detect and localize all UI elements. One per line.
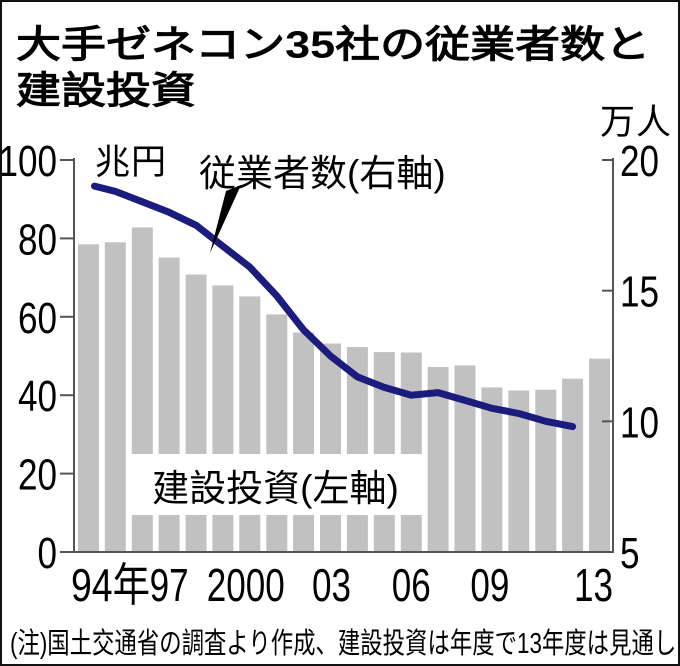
bar-2010: [508, 390, 530, 553]
left-axis-label-80: 80: [18, 215, 57, 264]
left-axis-label-40: 40: [18, 372, 57, 421]
source-note: (注)国土交通省の調査より作成、建設投資は年度で13年度は見通し: [10, 628, 677, 660]
right-axis-label-5: 5: [620, 529, 640, 578]
bar-2012: [562, 378, 584, 553]
bar-2011: [535, 389, 557, 553]
bar-1994: [78, 244, 99, 554]
left-axis-label-0: 0: [38, 529, 58, 578]
left-axis-label-20: 20: [18, 451, 57, 500]
x-axis-label-06: 06: [392, 559, 431, 611]
right-axis-label-20: 20: [620, 137, 659, 186]
chart-title-line2: 建設投資: [16, 69, 197, 113]
chart-title-line1: 大手ゼネコン35社の従業者数と: [16, 23, 651, 67]
x-axis-label-09: 09: [470, 559, 509, 611]
x-axis-label-2000: 2000: [207, 559, 285, 611]
bar-2007: [427, 367, 449, 553]
left-axis-label-60: 60: [18, 294, 57, 343]
x-axis-label-97: 97: [150, 559, 189, 611]
bar-2008: [454, 365, 476, 553]
bar-2002: [293, 332, 315, 553]
bar-2001: [266, 314, 288, 553]
line-series-label: 従業者数(右軸): [199, 153, 446, 194]
left-axis-label-100: 100: [2, 137, 57, 186]
bar-2009: [481, 387, 503, 553]
right-axis-label-10: 10: [620, 398, 659, 447]
bar-2013: [589, 358, 610, 553]
right-axis-unit-label: 万人: [600, 103, 673, 142]
employees-line: [91, 182, 577, 431]
annotation-arrow: [210, 185, 241, 253]
bar-series-label-box: 建設投資(左軸): [129, 454, 422, 515]
x-axis-label-03: 03: [312, 559, 351, 611]
right-axis-label-15: 15: [620, 268, 659, 317]
x-axis-label-13: 13: [574, 559, 613, 611]
bar-1995: [104, 242, 126, 554]
bar-2006: [400, 352, 422, 553]
bar-2003: [320, 343, 341, 553]
bar-series-label: 建設投資(左軸): [152, 467, 399, 509]
x-axis-label-94年: 94年: [71, 559, 150, 611]
left-axis-unit-label: 兆円: [95, 143, 168, 182]
